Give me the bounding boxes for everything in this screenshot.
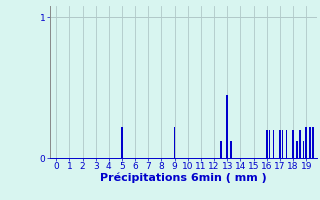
Bar	[279, 130, 281, 158]
Bar	[299, 130, 300, 158]
Bar	[273, 130, 274, 158]
Bar	[296, 141, 298, 158]
Bar	[174, 127, 175, 158]
Bar	[286, 130, 287, 158]
Bar	[268, 130, 270, 158]
Bar	[230, 141, 232, 158]
Bar	[305, 127, 307, 158]
Bar	[266, 130, 268, 158]
Bar	[312, 127, 314, 158]
Bar	[121, 127, 123, 158]
Bar	[227, 95, 228, 158]
Bar	[303, 141, 305, 158]
Bar	[292, 130, 294, 158]
Bar	[282, 130, 284, 158]
Bar	[309, 127, 311, 158]
X-axis label: Précipitations 6min ( mm ): Précipitations 6min ( mm )	[100, 173, 267, 183]
Bar	[220, 141, 221, 158]
